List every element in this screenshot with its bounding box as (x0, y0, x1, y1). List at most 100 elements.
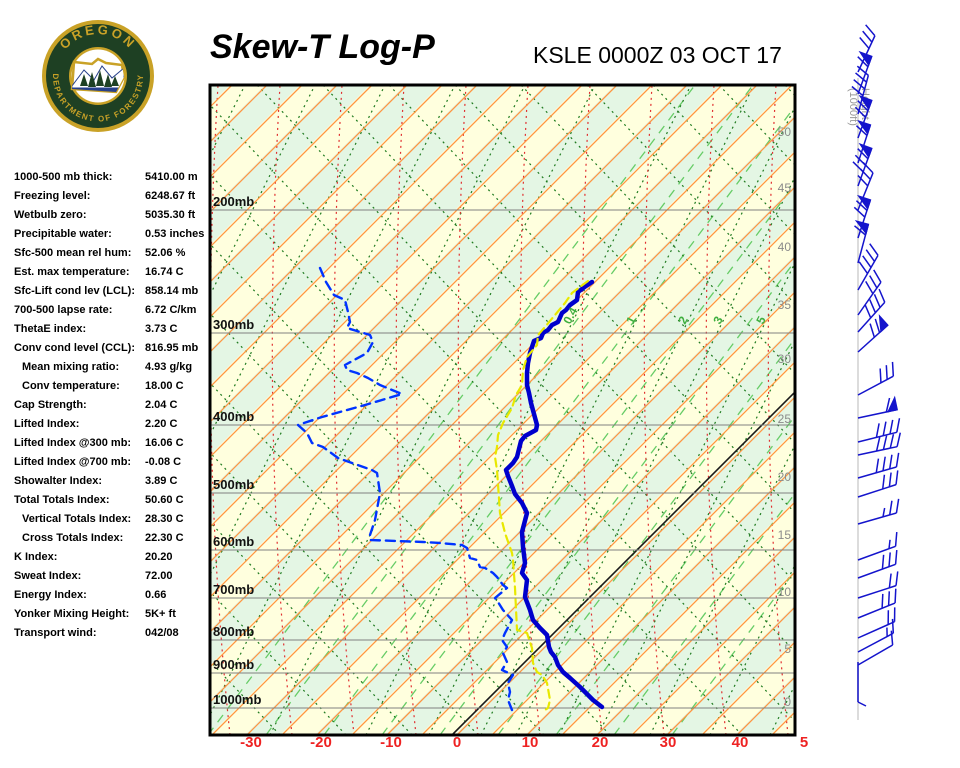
temp-tick-label: 0 (453, 734, 461, 751)
temp-tick-label: 5 (800, 734, 808, 751)
stat-row: Total Totals Index: 50.60 C (14, 492, 210, 511)
wind-barb (857, 288, 886, 333)
wind-barb (857, 618, 895, 653)
stat-label: Yonker Mixing Height: (14, 608, 130, 620)
stat-label: Precipitable water: (14, 228, 112, 240)
wind-barb (857, 662, 867, 707)
stat-value: 5K+ ft (145, 608, 176, 620)
plot-border (208, 83, 797, 737)
stat-value: 4.93 g/kg (145, 361, 193, 373)
height-axis-title: (1000ft) (847, 88, 859, 126)
height-label: 15 (778, 528, 792, 542)
pressure-label: 700mb (213, 582, 254, 597)
stat-row: Lifted Index @700 mb: -0.08 C (14, 454, 210, 473)
height-label: 45 (778, 181, 792, 195)
stat-row: Conv temperature: 18.00 C (14, 378, 210, 397)
stat-value: 6.72 C/km (145, 304, 197, 316)
wind-barb (857, 432, 902, 456)
temp-tick-label: -30 (240, 734, 262, 751)
stat-value: 50.60 C (145, 494, 184, 506)
temp-tick-label: -20 (310, 734, 332, 751)
stat-label: K Index: (14, 551, 58, 563)
stat-label: Showalter Index: (14, 475, 103, 487)
stat-value: 5410.00 m (145, 171, 198, 183)
height-label: 20 (778, 470, 792, 484)
height-label: 40 (778, 240, 792, 254)
stat-label: Lifted Index @300 mb: (14, 437, 132, 449)
stat-value: 16.06 C (145, 437, 184, 449)
wind-barb (857, 470, 899, 498)
stat-row: Freezing level: 6248.67 ft (14, 188, 210, 207)
stat-row: 1000-500 mb thick: 5410.00 m (14, 169, 210, 188)
pressure-label: 800mb (213, 624, 254, 639)
stat-row: K Index: 20.20 (14, 549, 210, 568)
stat-row: ThetaE index: 3.73 C (14, 321, 210, 340)
wind-barb (857, 418, 901, 443)
wind-barb (857, 571, 899, 599)
pressure-label: 500mb (213, 477, 254, 492)
stat-label: Mean mixing ratio: (22, 361, 120, 373)
pressure-label: 200mb (213, 194, 254, 209)
stat-value: 0.66 (145, 589, 167, 601)
stat-value: 18.00 C (145, 380, 184, 392)
wind-barb (857, 269, 882, 316)
stat-row: Cross Totals Index: 22.30 C (14, 530, 210, 549)
stat-value: 3.89 C (145, 475, 178, 487)
pressure-label: 1000mb (213, 692, 261, 707)
grid-lines (210, 85, 795, 735)
station-datetime: KSLE 0000Z 03 OCT 17 (533, 42, 782, 68)
stat-row: Sweat Index: 72.00 (14, 568, 210, 587)
stat-label: ThetaE index: (14, 323, 87, 335)
stat-row: Mean mixing ratio: 4.93 g/kg (14, 359, 210, 378)
temp-axis: -30 -20 -10 0 10 20 30 40 5 (240, 734, 808, 751)
wind-barb (857, 50, 873, 95)
wind-barb (853, 194, 872, 239)
stat-value: 22.30 C (145, 532, 184, 544)
wind-barb (857, 452, 900, 479)
wind-barb (857, 531, 898, 561)
stat-label: Cap Strength: (14, 399, 87, 411)
height-label: 10 (778, 585, 792, 599)
stat-label: Est. max temperature: (14, 266, 130, 278)
stat-value: 0.53 inches (145, 228, 205, 240)
wind-barb (857, 314, 889, 353)
wind-barb (857, 607, 896, 639)
stat-value: 3.73 C (145, 323, 178, 335)
temp-tick-label: 10 (522, 734, 539, 751)
stat-label: Sweat Index: (14, 570, 82, 582)
stat-label: Wetbulb zero: (14, 209, 87, 221)
stat-row: Energy Index: 0.66 (14, 587, 210, 606)
wind-barb (857, 549, 898, 579)
stat-row: Cap Strength: 2.04 C (14, 397, 210, 416)
stat-row: Showalter Index: 3.89 C (14, 473, 210, 492)
stat-row: Yonker Mixing Height: 5K+ ft (14, 606, 210, 625)
stat-value: 858.14 mb (145, 285, 199, 297)
stat-row: 700-500 lapse rate: 6.72 C/km (14, 302, 210, 321)
stat-value: 6248.67 ft (145, 190, 196, 202)
mixing-ratio-lines (210, 85, 795, 735)
temperature-trace (503, 279, 605, 710)
pressure-label: 600mb (213, 534, 254, 549)
stat-label: 700-500 lapse rate: (14, 304, 113, 316)
stat-value: 2.04 C (145, 399, 178, 411)
stat-value: 72.00 (145, 570, 173, 582)
stat-row: Vertical Totals Index: 28.30 C (14, 511, 210, 530)
stat-label: Vertical Totals Index: (22, 513, 132, 525)
temp-tick-label: 40 (732, 734, 749, 751)
stat-label: Total Totals Index: (14, 494, 110, 506)
stat-value: -0.08 C (145, 456, 182, 468)
wind-barb (857, 395, 899, 419)
wind-barb (857, 361, 895, 396)
height-label: 30 (778, 352, 792, 366)
stat-label: Freezing level: (14, 190, 91, 202)
stat-label: Sfc-Lift cond lev (LCL): (14, 285, 135, 297)
wind-barb (857, 588, 897, 619)
wind-barb (857, 630, 894, 666)
stat-value: 52.06 % (145, 247, 186, 259)
stat-row: Wetbulb zero: 5035.30 ft (14, 207, 210, 226)
height-label: 50 (778, 125, 792, 139)
stat-row: Precipitable water: 0.53 inches (14, 226, 210, 245)
dewpoint-trace (296, 266, 515, 712)
